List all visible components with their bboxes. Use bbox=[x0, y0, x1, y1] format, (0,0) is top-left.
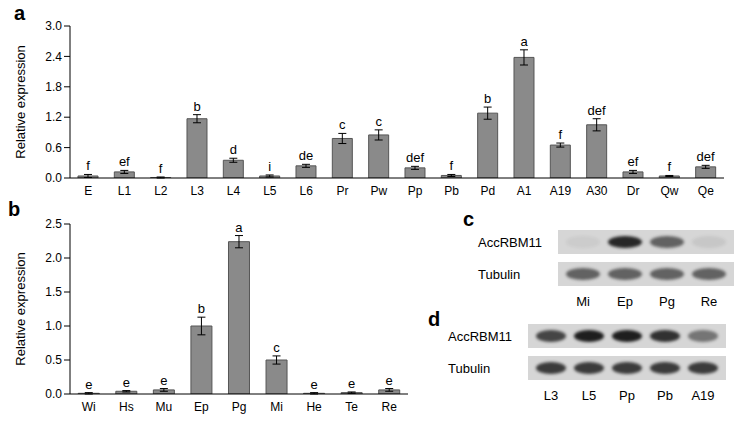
html-text:L5: L5 bbox=[581, 388, 597, 403]
svg-text:ef: ef bbox=[628, 154, 639, 169]
html-text:Pp: Pp bbox=[619, 388, 635, 403]
svg-text:Ep: Ep bbox=[194, 400, 209, 414]
svg-text:Hs: Hs bbox=[119, 400, 134, 414]
svg-text:b: b bbox=[193, 99, 200, 114]
svg-text:Te: Te bbox=[345, 400, 358, 414]
svg-text:2.5: 2.5 bbox=[45, 217, 62, 231]
svg-text:Relative expression: Relative expression bbox=[13, 252, 28, 365]
svg-text:Qe: Qe bbox=[698, 184, 714, 198]
svg-text:Wi: Wi bbox=[82, 400, 96, 414]
html-text:Mi: Mi bbox=[576, 294, 590, 309]
svg-text:A1: A1 bbox=[517, 184, 532, 198]
svg-text:Dr: Dr bbox=[627, 184, 640, 198]
html-text:c: c bbox=[463, 208, 475, 230]
svg-text:e: e bbox=[386, 373, 393, 388]
svg-text:L1: L1 bbox=[118, 184, 132, 198]
html-text:L3: L3 bbox=[543, 388, 559, 403]
html-text:Tubulin: Tubulin bbox=[478, 266, 521, 282]
svg-text:de: de bbox=[299, 148, 313, 163]
svg-text:L6: L6 bbox=[299, 184, 313, 198]
html-text:Tubulin: Tubulin bbox=[448, 360, 491, 376]
svg-text:Pd: Pd bbox=[480, 184, 495, 198]
svg-text:0.0: 0.0 bbox=[45, 171, 62, 185]
svg-text:e: e bbox=[85, 377, 92, 392]
svg-text:L4: L4 bbox=[227, 184, 241, 198]
svg-text:L2: L2 bbox=[154, 184, 168, 198]
svg-text:Pr: Pr bbox=[337, 184, 349, 198]
svg-text:c: c bbox=[339, 117, 346, 132]
svg-text:i: i bbox=[268, 159, 271, 174]
svg-text:L5: L5 bbox=[263, 184, 277, 198]
svg-text:Pg: Pg bbox=[232, 400, 247, 414]
svg-text:d: d bbox=[230, 142, 237, 157]
svg-text:c: c bbox=[375, 114, 382, 129]
svg-text:Pw: Pw bbox=[370, 184, 387, 198]
svg-text:def: def bbox=[697, 149, 715, 164]
svg-text:ef: ef bbox=[119, 154, 130, 169]
svg-text:def: def bbox=[588, 103, 606, 118]
svg-text:Mu: Mu bbox=[156, 400, 173, 414]
html-text:d: d bbox=[428, 308, 441, 330]
svg-text:f: f bbox=[86, 158, 90, 173]
svg-text:3.0: 3.0 bbox=[45, 19, 62, 33]
html-text:Pb: Pb bbox=[657, 388, 673, 403]
svg-text:Qw: Qw bbox=[661, 184, 679, 198]
html-text:AccRBM11: AccRBM11 bbox=[448, 328, 513, 344]
svg-text:e: e bbox=[310, 377, 317, 392]
svg-text:b: b bbox=[484, 91, 491, 106]
svg-text:Pb: Pb bbox=[444, 184, 459, 198]
svg-text:Mi: Mi bbox=[270, 400, 283, 414]
svg-text:1.2: 1.2 bbox=[45, 110, 62, 124]
html-text:A19: A19 bbox=[691, 388, 715, 403]
svg-text:f: f bbox=[159, 161, 163, 176]
svg-text:He: He bbox=[306, 400, 322, 414]
svg-text:L3: L3 bbox=[190, 184, 204, 198]
html-text:AccRBM11: AccRBM11 bbox=[478, 234, 543, 250]
svg-text:A30: A30 bbox=[586, 184, 608, 198]
svg-text:Relative expression: Relative expression bbox=[13, 45, 28, 158]
html-text:b: b bbox=[8, 198, 21, 220]
svg-text:e: e bbox=[123, 375, 130, 390]
svg-text:f: f bbox=[559, 127, 563, 142]
svg-text:A19: A19 bbox=[550, 184, 572, 198]
svg-text:1.5: 1.5 bbox=[45, 285, 62, 299]
svg-text:e: e bbox=[348, 376, 355, 391]
svg-text:f: f bbox=[450, 158, 454, 173]
html-text:Ep: Ep bbox=[617, 294, 633, 309]
html-text:Pg: Pg bbox=[659, 294, 675, 309]
svg-text:f: f bbox=[668, 159, 672, 174]
svg-text:0.6: 0.6 bbox=[45, 141, 62, 155]
svg-text:def: def bbox=[406, 150, 424, 165]
svg-text:c: c bbox=[273, 340, 280, 355]
svg-text:Pp: Pp bbox=[408, 184, 423, 198]
svg-text:0.0: 0.0 bbox=[45, 387, 62, 401]
svg-text:a: a bbox=[235, 220, 243, 235]
svg-text:1.0: 1.0 bbox=[45, 319, 62, 333]
svg-text:b: b bbox=[198, 301, 205, 316]
svg-text:0.5: 0.5 bbox=[45, 353, 62, 367]
svg-text:a: a bbox=[520, 34, 528, 49]
svg-text:1.8: 1.8 bbox=[45, 80, 62, 94]
html-text:Re: Re bbox=[700, 294, 718, 309]
svg-text:Re: Re bbox=[382, 400, 398, 414]
svg-text:2.4: 2.4 bbox=[45, 50, 62, 64]
html-text:a: a bbox=[14, 2, 26, 24]
svg-text:2.0: 2.0 bbox=[45, 251, 62, 265]
svg-text:e: e bbox=[160, 373, 167, 388]
svg-text:E: E bbox=[84, 184, 92, 198]
